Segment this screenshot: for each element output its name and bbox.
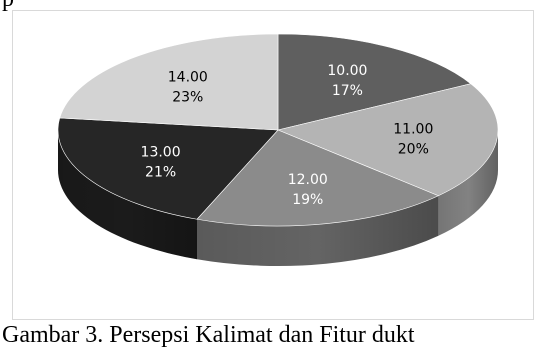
- pie-side-shade-12.00: [197, 195, 439, 266]
- pie-slice-13.00: [57, 117, 279, 220]
- pie-slice-10.00: [277, 33, 472, 131]
- pie-side-shade-13.00: [58, 130, 198, 260]
- slice-category-label: 10.00: [327, 63, 367, 79]
- pie-side-shade-11.00: [438, 130, 498, 236]
- slice-category-label: 14.00: [168, 69, 208, 85]
- pie-labels: 10.00 17% 11.00 20% 12.00 19% 13.00 21% 14.00 23%: [141, 63, 434, 208]
- pie-slice-11.00: [277, 83, 499, 197]
- pie-slices: [57, 33, 499, 227]
- slice-percent-label: 19%: [292, 192, 323, 208]
- pie-sides: [58, 130, 498, 266]
- slice-percent-label: 21%: [145, 164, 176, 180]
- figure-caption: Gambar 3. Persepsi Kalimat dan Fitur duk…: [2, 322, 415, 348]
- slice-percent-label: 23%: [172, 89, 203, 105]
- pie-slice-12.00: [196, 129, 440, 227]
- previous-text-fragment: p: [2, 0, 14, 13]
- slice-percent-label: 17%: [332, 83, 363, 99]
- pie-slice-14.00: [59, 33, 279, 131]
- slice-percent-label: 20%: [398, 141, 429, 157]
- slice-category-label: 11.00: [393, 121, 433, 137]
- slice-category-label: 13.00: [141, 144, 181, 160]
- slice-category-label: 12.00: [288, 172, 328, 188]
